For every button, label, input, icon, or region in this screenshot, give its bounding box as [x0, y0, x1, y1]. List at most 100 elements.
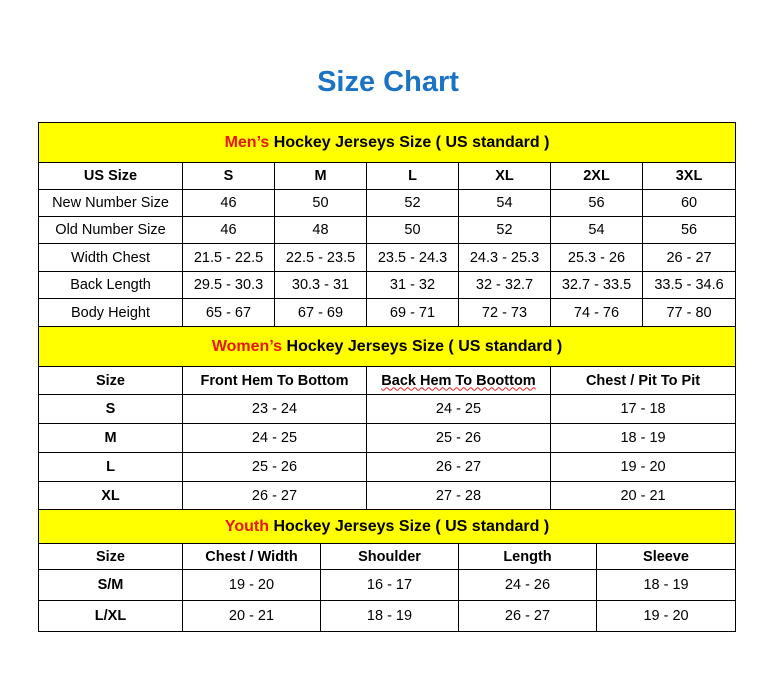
table-cell: 48 — [274, 216, 367, 244]
column-header-label: XL — [495, 168, 514, 184]
column-header: M — [274, 162, 367, 190]
column-header: L — [366, 162, 459, 190]
men-heading-row: Men’s Hockey Jerseys Size ( US standard … — [37, 122, 737, 163]
column-header-label: S — [223, 168, 234, 184]
table-cell: 19 - 20 — [549, 452, 737, 482]
table-cell: 32 - 32.7 — [458, 271, 551, 299]
heading-text: Hockey Jerseys Size ( US standard ) — [269, 517, 550, 535]
table-row: Old Number Size 46 48 50 52 54 56 — [38, 216, 737, 244]
table-cell: 65 - 67 — [182, 298, 275, 327]
table-cell: 18 - 19 — [595, 569, 737, 601]
table-row: L 25 - 26 26 - 27 19 - 20 — [38, 452, 737, 482]
column-header: Chest / Width — [182, 543, 321, 570]
table-cell: 33.5 - 34.6 — [641, 271, 737, 299]
table-cell: 46 — [182, 189, 275, 217]
table-cell: 24 - 25 — [366, 394, 551, 424]
table-cell: 23 - 24 — [182, 394, 367, 424]
youth-heading: Youth Hockey Jerseys Size ( US standard … — [37, 509, 737, 544]
table-row: S 23 - 24 24 - 25 17 - 18 — [38, 394, 737, 424]
table-cell: 25.3 - 26 — [550, 243, 643, 272]
table-cell: 26 - 27 — [458, 600, 597, 632]
row-label: M — [38, 423, 183, 453]
column-header: Front Hem To Bottom — [182, 366, 367, 395]
column-header: Back Hem To Boottom — [366, 366, 551, 395]
heading-text: Hockey Jerseys Size ( US standard ) — [269, 133, 550, 151]
column-header: Chest / Pit To Pit — [549, 366, 737, 395]
table-row: Back Length 29.5 - 30.3 30.3 - 31 31 - 32 32… — [38, 271, 737, 299]
table-cell: 56 — [641, 216, 737, 244]
table-cell: 52 — [366, 189, 459, 217]
table-cell: 19 - 20 — [595, 600, 737, 632]
column-header-label: Shoulder — [358, 548, 421, 565]
table-cell: 56 — [550, 189, 643, 217]
column-header-label: Size — [95, 372, 125, 389]
column-header-label: Size — [95, 548, 125, 565]
table-cell: 17 - 18 — [549, 394, 737, 424]
column-header-label: Length — [503, 548, 552, 565]
table-cell: 72 - 73 — [458, 298, 551, 327]
table-cell: 16 - 17 — [320, 569, 459, 601]
table-cell: 26 - 27 — [182, 481, 367, 510]
table-cell: 60 — [641, 189, 737, 217]
table-cell: 30.3 - 31 — [274, 271, 367, 299]
table-cell: 22.5 - 23.5 — [274, 243, 367, 272]
womens-size-table: Women’s Hockey Jerseys Size ( US standar… — [37, 326, 737, 510]
table-row: XL 26 - 27 27 - 28 20 - 21 — [38, 481, 737, 510]
table-cell: 21.5 - 22.5 — [182, 243, 275, 272]
table-cell: 54 — [550, 216, 643, 244]
table-cell: 69 - 71 — [366, 298, 459, 327]
women-column-header-row: Size Front Hem To Bottom Back Hem To Boott… — [38, 366, 737, 395]
heading-category: Women’s — [211, 337, 283, 355]
table-row: S/M 19 - 20 16 - 17 24 - 26 18 - 19 — [38, 569, 737, 601]
table-cell: 20 - 21 — [549, 481, 737, 510]
row-label: L — [38, 452, 183, 482]
column-header-label: US Size — [83, 168, 138, 184]
column-header-label: Sleeve — [643, 548, 689, 565]
table-cell: 50 — [274, 189, 367, 217]
row-label: Back Length — [38, 271, 183, 299]
mens-size-table: Men’s Hockey Jerseys Size ( US standard … — [37, 122, 737, 327]
column-header-label: 2XL — [583, 168, 610, 184]
table-cell: 25 - 26 — [366, 423, 551, 453]
column-header: S — [182, 162, 275, 190]
youth-column-header-row: Size Chest / Width Shoulder Length Sleeve — [38, 543, 737, 570]
women-heading: Women’s Hockey Jerseys Size ( US standar… — [37, 326, 737, 367]
row-label: Old Number Size — [38, 216, 183, 244]
column-header: Length — [458, 543, 597, 570]
table-cell: 32.7 - 33.5 — [550, 271, 643, 299]
table-cell: 19 - 20 — [182, 569, 321, 601]
table-row: Width Chest 21.5 - 22.5 22.5 - 23.5 23.5 - … — [38, 243, 737, 272]
column-header: US Size — [38, 162, 183, 190]
row-label: L/XL — [38, 600, 183, 632]
table-cell: 77 - 80 — [641, 298, 737, 327]
column-header: 3XL — [641, 162, 737, 190]
table-cell: 74 - 76 — [550, 298, 643, 327]
table-cell: 25 - 26 — [182, 452, 367, 482]
column-header: XL — [458, 162, 551, 190]
table-row: L/XL 20 - 21 18 - 19 26 - 27 19 - 20 — [38, 600, 737, 632]
column-header: Size — [38, 543, 183, 570]
row-label: Width Chest — [38, 243, 183, 272]
table-cell: 26 - 27 — [641, 243, 737, 272]
table-cell: 54 — [458, 189, 551, 217]
table-row: New Number Size 46 50 52 54 56 60 — [38, 189, 737, 217]
table-cell: 20 - 21 — [182, 600, 321, 632]
table-cell: 29.5 - 30.3 — [182, 271, 275, 299]
column-header-label: 3XL — [675, 168, 703, 184]
column-header: Size — [38, 366, 183, 395]
table-cell: 52 — [458, 216, 551, 244]
heading-category: Men’s — [224, 133, 270, 151]
column-header: 2XL — [550, 162, 643, 190]
column-header-label: Front Hem To Bottom — [200, 372, 349, 389]
row-label: S — [38, 394, 183, 424]
row-label: XL — [38, 481, 183, 510]
youth-size-table: Youth Hockey Jerseys Size ( US standard … — [37, 509, 737, 632]
table-cell: 67 - 69 — [274, 298, 367, 327]
table-cell: 23.5 - 24.3 — [366, 243, 459, 272]
men-column-header-row: US Size S M L XL 2XL 3XL — [38, 162, 737, 190]
column-header-label: Back Hem To Boottom — [381, 372, 536, 389]
column-header-label: M — [314, 168, 327, 184]
table-cell: 50 — [366, 216, 459, 244]
table-cell: 26 - 27 — [366, 452, 551, 482]
table-cell: 18 - 19 — [320, 600, 459, 632]
